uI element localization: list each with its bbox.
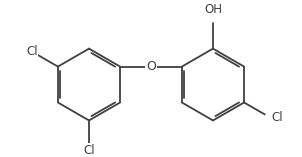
Text: Cl: Cl — [271, 111, 283, 124]
Text: O: O — [146, 60, 156, 73]
Text: Cl: Cl — [26, 45, 38, 58]
Text: Cl: Cl — [83, 144, 95, 157]
Text: OH: OH — [204, 3, 222, 16]
